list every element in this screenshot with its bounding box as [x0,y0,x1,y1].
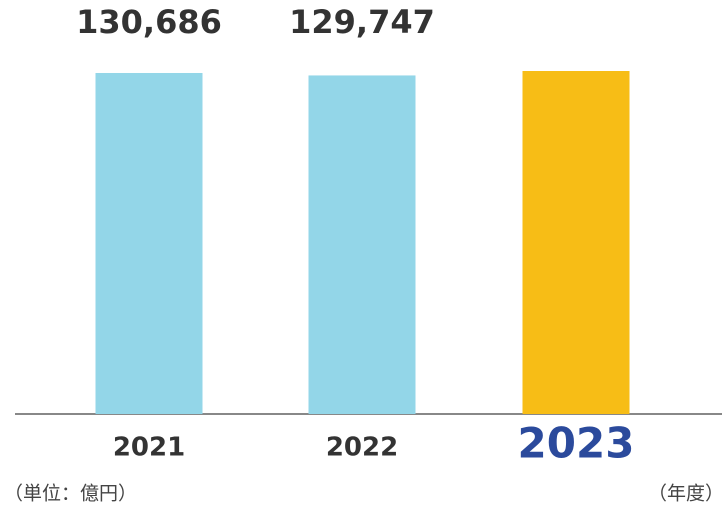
x-tick-label: 2023 [518,419,635,468]
x-tick-label: 2021 [113,433,185,463]
value-label: 129,747 [289,3,435,41]
bar [95,72,203,415]
x-axis-label: （年度） [648,483,724,505]
value-label: 130,686 [76,3,222,41]
bar [522,71,630,414]
unit-label: （単位：億円） [4,483,137,505]
bar [308,75,416,415]
x-tick-label: 2022 [326,433,398,463]
